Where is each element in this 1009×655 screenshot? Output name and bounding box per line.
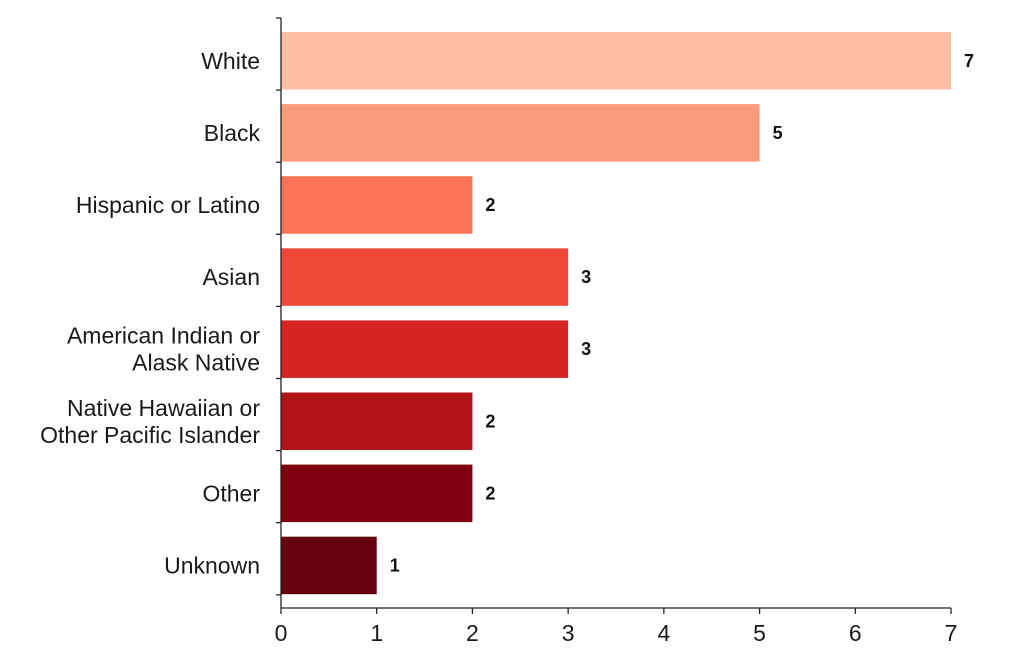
bar-4 xyxy=(281,320,569,378)
value-label-4: 3 xyxy=(581,339,591,359)
x-tick-label-0: 0 xyxy=(275,620,288,646)
x-tick-label-3: 3 xyxy=(562,620,575,646)
bar-0 xyxy=(281,32,951,90)
value-label-6: 2 xyxy=(485,483,495,503)
category-label-line: Hispanic or Latino xyxy=(76,192,260,218)
value-label-3: 3 xyxy=(581,267,591,287)
category-label-0: White xyxy=(201,48,260,74)
axes-group xyxy=(280,18,951,609)
category-label-7: Unknown xyxy=(164,552,260,578)
bar-2 xyxy=(281,176,473,234)
category-label-3: Asian xyxy=(202,264,260,290)
bar-5 xyxy=(281,392,473,450)
category-label-line: Asian xyxy=(202,264,260,290)
value-label-1: 5 xyxy=(773,123,783,143)
category-label-line: Other Pacific Islander xyxy=(40,422,260,448)
category-label-line: White xyxy=(201,48,260,74)
value-label-7: 1 xyxy=(390,555,400,575)
category-label-6: Other xyxy=(202,480,260,506)
bars-group xyxy=(281,32,951,595)
x-tick-label-1: 1 xyxy=(370,620,383,646)
value-labels-group: 7 5 2 3 3 2 2 1 xyxy=(390,51,974,576)
value-label-2: 2 xyxy=(485,195,495,215)
category-label-line: Black xyxy=(204,120,261,146)
bar-6 xyxy=(281,464,473,523)
bar-3 xyxy=(281,248,569,306)
category-label-line: Unknown xyxy=(164,552,260,578)
category-label-line: Native Hawaiian or xyxy=(67,395,260,421)
category-label-line: Other xyxy=(202,480,260,506)
x-tick-label-4: 4 xyxy=(657,620,670,646)
category-label-2: Hispanic or Latino xyxy=(76,192,260,218)
x-ticks-group: 0 1 2 3 4 5 6 7 xyxy=(275,17,958,646)
value-label-5: 2 xyxy=(485,411,495,431)
category-label-line: American Indian or xyxy=(67,323,260,349)
bar-7 xyxy=(281,536,377,595)
category-label-4: American Indian or Alask Native xyxy=(67,323,260,376)
bar-1 xyxy=(281,104,760,162)
x-tick-label-2: 2 xyxy=(466,620,479,646)
x-tick-label-6: 6 xyxy=(849,620,862,646)
x-tick-label-5: 5 xyxy=(753,620,766,646)
value-label-0: 7 xyxy=(964,51,974,71)
x-tick-label-7: 7 xyxy=(945,620,958,646)
category-label-5: Native Hawaiian or Other Pacific Islander xyxy=(40,395,260,448)
category-labels-group: White Black Hispanic or Latino Asian America… xyxy=(40,48,260,579)
category-label-1: Black xyxy=(204,120,261,146)
category-label-line: Alask Native xyxy=(132,350,260,376)
